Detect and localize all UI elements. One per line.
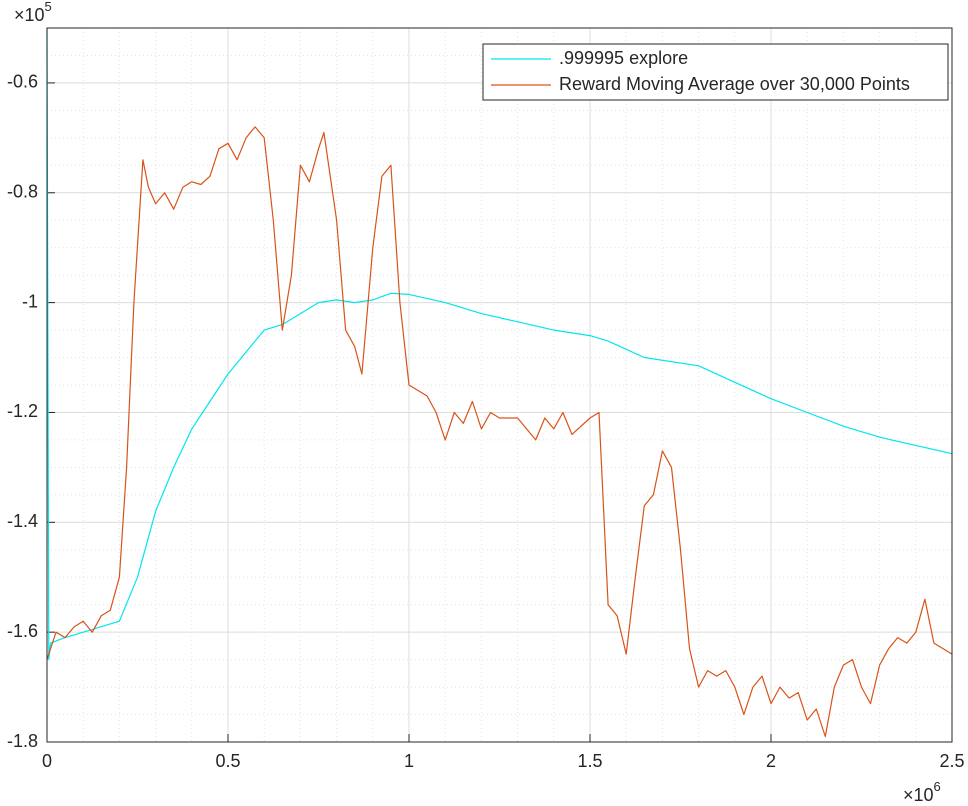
y-tick-label: -1.2 <box>7 401 38 421</box>
y-tick-label: -1.8 <box>7 731 38 751</box>
y-tick-label: -0.8 <box>7 182 38 202</box>
series-line <box>46 126 953 738</box>
x-tick-label: 0.5 <box>215 751 240 771</box>
x-exponent-label: ×106 <box>903 779 941 804</box>
y-tick-label: -1 <box>22 291 38 311</box>
y-tick-label: -1.6 <box>7 621 38 641</box>
legend: .999995 explore Reward Moving Average ove… <box>482 43 949 101</box>
y-exponent-power: 5 <box>45 0 52 14</box>
x-tick-label: 1 <box>404 751 414 771</box>
y-tick-label: -0.6 <box>7 72 38 92</box>
x-tick-label: 0 <box>42 751 52 771</box>
y-tick-label: -1.4 <box>7 511 38 531</box>
x-tick-label: 1.5 <box>577 751 602 771</box>
legend-box <box>482 43 949 101</box>
y-exponent-base: ×10 <box>14 5 45 25</box>
x-tick-label: 2 <box>766 751 776 771</box>
legend-label: .999995 explore <box>559 48 688 68</box>
x-exponent-power: 6 <box>934 779 941 794</box>
x-tick-label: 2.5 <box>939 751 964 771</box>
legend-label: Reward Moving Average over 30,000 Points <box>559 74 910 94</box>
y-exponent-label: ×105 <box>14 0 52 25</box>
x-exponent-base: ×10 <box>903 785 934 805</box>
axes-box <box>46 27 953 743</box>
series-line <box>46 27 953 661</box>
